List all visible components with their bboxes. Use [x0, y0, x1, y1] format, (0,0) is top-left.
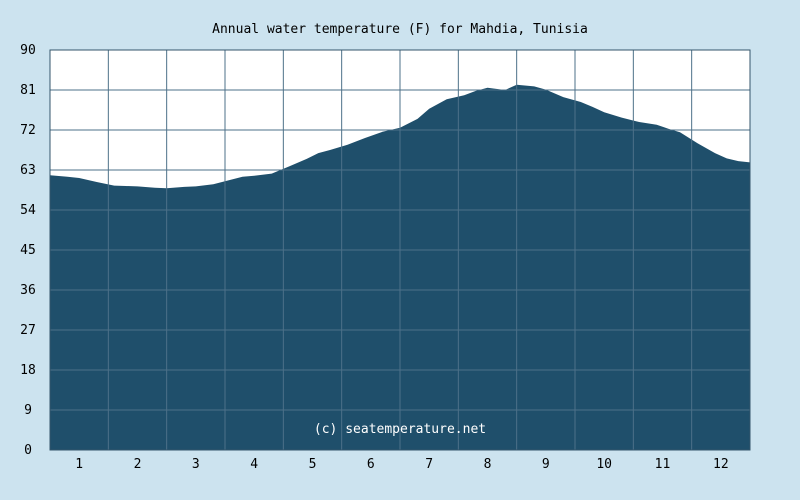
y-tick-label-27: 27 — [20, 323, 36, 338]
y-tick-label-18: 18 — [20, 363, 36, 378]
x-tick-label-6: 6 — [367, 457, 375, 472]
x-tick-label-8: 8 — [484, 457, 492, 472]
y-tick-label-90: 90 — [20, 43, 36, 58]
y-tick-label-63: 63 — [20, 163, 36, 178]
y-axis-ticks: 0 9 18 27 36 45 54 63 72 81 90 — [20, 43, 36, 458]
x-tick-label-9: 9 — [542, 457, 550, 472]
chart-title: Annual water temperature (F) for Mahdia,… — [212, 22, 588, 37]
y-tick-label-36: 36 — [20, 283, 36, 298]
x-axis-ticks: 1 2 3 4 5 6 7 8 9 10 11 12 — [75, 457, 728, 472]
y-tick-label-9: 9 — [24, 403, 32, 418]
y-tick-label-45: 45 — [20, 243, 36, 258]
x-tick-label-7: 7 — [425, 457, 433, 472]
grid-lines — [50, 50, 750, 450]
watermark-text: (c) seatemperature.net — [314, 422, 486, 437]
x-tick-label-10: 10 — [596, 457, 612, 472]
y-tick-label-72: 72 — [20, 123, 36, 138]
x-tick-label-12: 12 — [713, 457, 729, 472]
x-tick-label-1: 1 — [75, 457, 83, 472]
x-tick-label-3: 3 — [192, 457, 200, 472]
plot-frame — [49, 49, 751, 451]
y-tick-label-81: 81 — [20, 83, 36, 98]
x-tick-label-5: 5 — [309, 457, 317, 472]
x-tick-label-2: 2 — [134, 457, 142, 472]
x-tick-label-11: 11 — [655, 457, 671, 472]
y-tick-label-54: 54 — [20, 203, 36, 218]
x-tick-label-4: 4 — [250, 457, 258, 472]
y-tick-label-0: 0 — [24, 443, 32, 458]
